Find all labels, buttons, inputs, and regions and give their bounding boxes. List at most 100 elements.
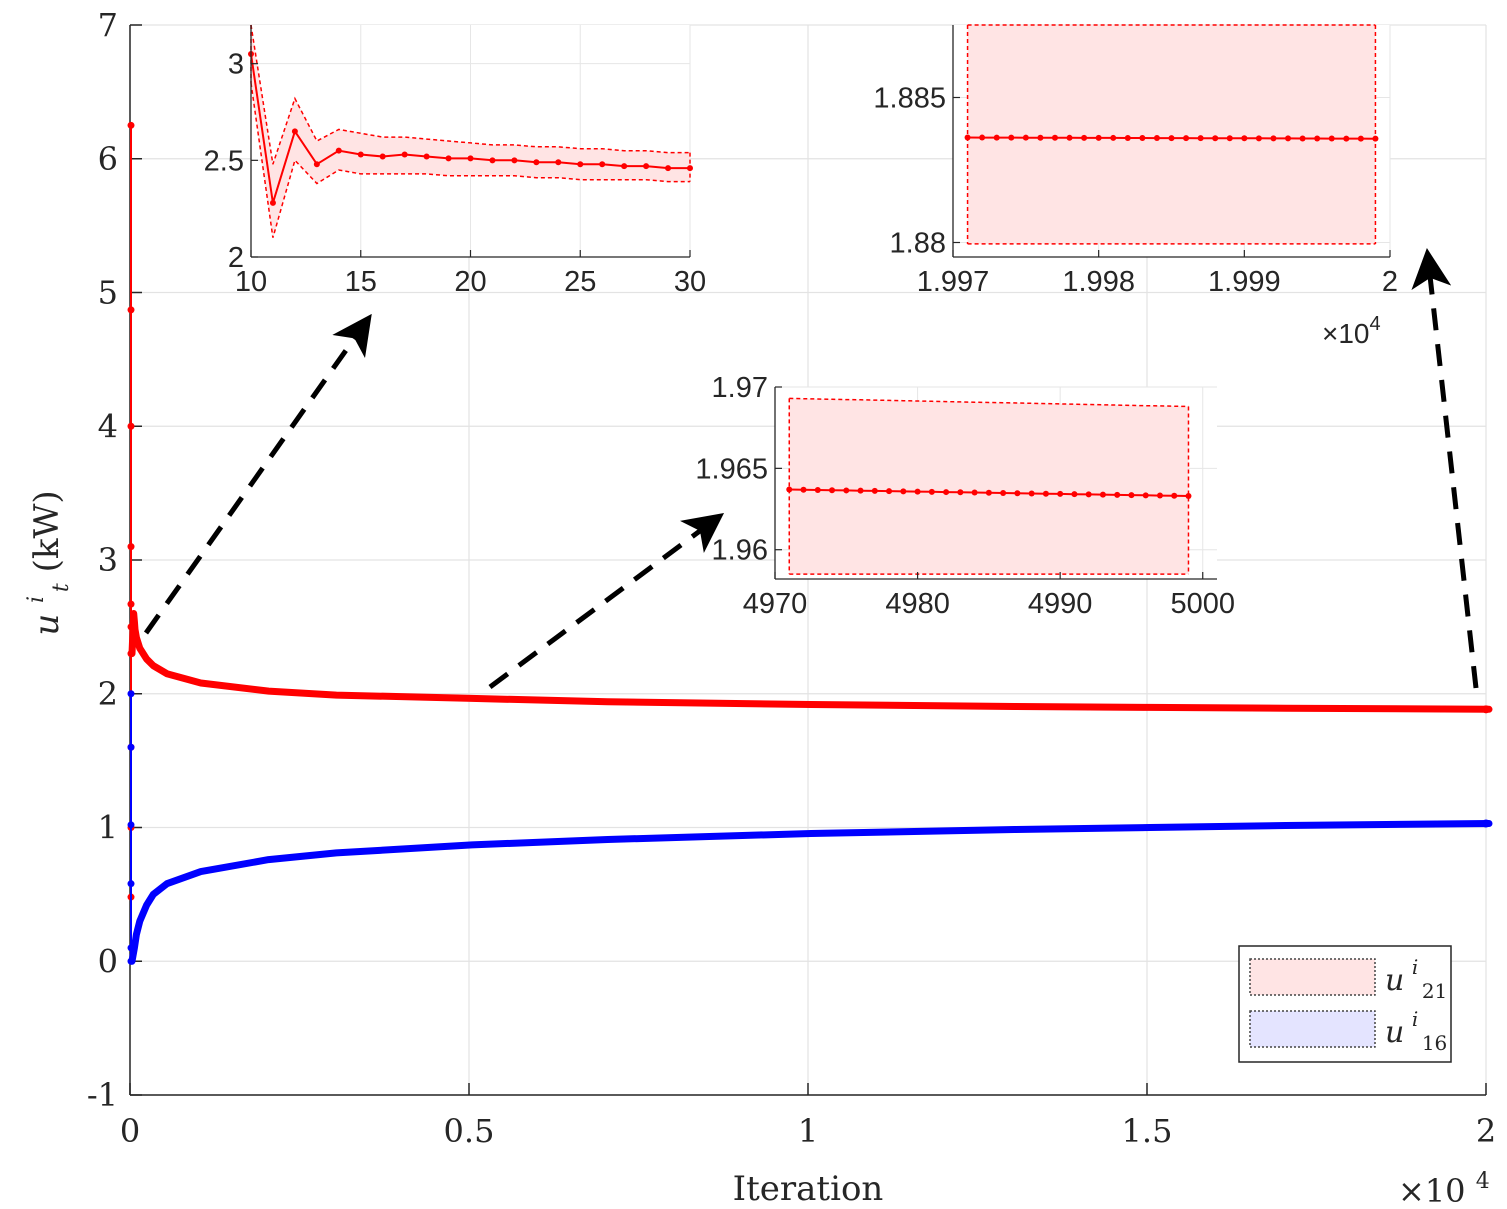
inset-mid-point-20 bbox=[1071, 491, 1078, 498]
inset-mid-x-tick-label-0: 4970 bbox=[743, 588, 808, 620]
inset-late-point-19 bbox=[1241, 135, 1248, 142]
inset-mid-point-28 bbox=[1185, 493, 1192, 500]
inset-late-x-tick-label-2: 1.999 bbox=[1208, 266, 1281, 298]
series-marker-u21-4 bbox=[127, 600, 135, 608]
y-label-sup: i bbox=[24, 596, 49, 603]
y-label-unit: (kW) bbox=[27, 490, 67, 572]
inset-early-upper-bound bbox=[250, 24, 690, 165]
inset-early-point-2 bbox=[291, 128, 298, 135]
y-tick-label-6: 5 bbox=[98, 274, 118, 312]
inset-late-point-6 bbox=[1051, 134, 1058, 141]
inset-mid-point-18 bbox=[1042, 490, 1049, 497]
inset-late-point-23 bbox=[1299, 135, 1306, 142]
inset-early-point-14 bbox=[555, 159, 562, 166]
inset-late-point-0 bbox=[964, 134, 971, 141]
inset-early-x-tick-label-3: 25 bbox=[564, 266, 596, 298]
svg-text:×10 4: ×10 4 bbox=[1398, 1169, 1490, 1209]
inset-mid-point-22 bbox=[1099, 491, 1106, 498]
x-tick-label-4: 2 bbox=[1476, 1112, 1496, 1150]
series-marker-u16-4 bbox=[127, 944, 135, 952]
inset-late-point-7 bbox=[1066, 134, 1073, 141]
inset-late-point-18 bbox=[1226, 135, 1233, 142]
x-axis-label: Iteration bbox=[733, 1169, 884, 1209]
inset-mid-point-24 bbox=[1128, 492, 1135, 499]
inset-early-point-6 bbox=[379, 153, 386, 160]
inset-late-point-14 bbox=[1168, 135, 1175, 142]
x-multiplier: ×10 4 bbox=[1398, 1169, 1490, 1209]
inset-late-point-4 bbox=[1022, 134, 1029, 141]
inset-late-x-tick-label-1: 1.998 bbox=[1062, 266, 1135, 298]
inset-early-point-18 bbox=[643, 163, 650, 170]
inset-mid-point-1 bbox=[800, 486, 807, 493]
inset-mid-point-9 bbox=[914, 488, 921, 495]
inset-early-x-tick-label-0: 10 bbox=[235, 266, 267, 298]
inset-late-point-22 bbox=[1285, 135, 1292, 142]
series-marker-u16-0 bbox=[127, 690, 135, 698]
inset-mid-y-tick-label-0: 1.96 bbox=[712, 535, 768, 567]
inset-early-point-1 bbox=[269, 199, 276, 206]
inset-early-point-11 bbox=[489, 157, 496, 164]
y-tick-label-4: 3 bbox=[98, 541, 118, 579]
main-series bbox=[127, 121, 1493, 965]
y-tick-label-2: 1 bbox=[98, 809, 118, 847]
inset-early-point-12 bbox=[511, 157, 518, 164]
inset-mid-point-5 bbox=[857, 487, 864, 494]
series-line-u16 bbox=[128, 820, 1493, 965]
inset-late-point-26 bbox=[1343, 135, 1350, 142]
inset-mid-point-19 bbox=[1057, 490, 1064, 497]
y-label-base: u bbox=[27, 614, 67, 636]
inset-mid-point-13 bbox=[971, 489, 978, 496]
inset-late: 1.997 1.998 1.999 2 1.88 1.885 ×104 bbox=[873, 24, 1398, 349]
y-tick-label-5: 4 bbox=[98, 407, 118, 445]
inset-early-band bbox=[251, 25, 690, 238]
inset-late-point-20 bbox=[1255, 135, 1262, 142]
inset-late-point-9 bbox=[1095, 134, 1102, 141]
x-tick-label-0: 0 bbox=[120, 1112, 140, 1150]
inset-early-point-15 bbox=[577, 161, 584, 168]
inset-late-x-tick-label-3: 2 bbox=[1382, 266, 1398, 298]
inset-mid-point-0 bbox=[786, 486, 793, 493]
arrow-to-late-inset bbox=[1411, 248, 1479, 689]
inset-early-y-tick-label-2: 3 bbox=[228, 49, 244, 81]
series-marker-u16-3 bbox=[127, 880, 135, 888]
series-marker-u16-1 bbox=[127, 743, 135, 751]
x-tick-label-1: 0.5 bbox=[444, 1112, 495, 1150]
legend-label-u21: u i 21 bbox=[1385, 947, 1447, 1003]
y-tick-label-0: -1 bbox=[87, 1076, 118, 1114]
inset-mid-point-12 bbox=[957, 489, 964, 496]
series-marker-u21-1 bbox=[127, 306, 135, 314]
arrow-to-early-inset bbox=[143, 313, 372, 635]
inset-mid-x-tick-label-1: 4980 bbox=[885, 588, 950, 620]
legend: u i 21 u i 16 bbox=[1238, 945, 1452, 1063]
inset-early-point-16 bbox=[599, 161, 606, 168]
inset-mid-point-7 bbox=[886, 488, 893, 495]
inset-late-point-12 bbox=[1139, 135, 1146, 142]
inset-early-point-7 bbox=[401, 151, 408, 158]
series-marker-u21-5 bbox=[127, 623, 135, 631]
inset-late-point-1 bbox=[979, 134, 986, 141]
x-multiplier-exp: 4 bbox=[1476, 1169, 1490, 1194]
legend-swatch-u21 bbox=[1249, 958, 1376, 996]
y-tick-label-1: 0 bbox=[98, 942, 118, 980]
inset-mid-point-8 bbox=[900, 488, 907, 495]
inset-early-point-13 bbox=[533, 159, 540, 166]
inset-mid-point-10 bbox=[928, 488, 935, 495]
x-tick-label-3: 1.5 bbox=[1122, 1112, 1173, 1150]
inset-mid-point-27 bbox=[1171, 492, 1178, 499]
inset-mid-point-15 bbox=[1000, 489, 1007, 496]
inset-mid-point-4 bbox=[843, 487, 850, 494]
inset-mid-point-3 bbox=[829, 487, 836, 494]
inset-early-x-tick-label-1: 15 bbox=[345, 266, 377, 298]
inset-late-x-tick-label-0: 1.997 bbox=[917, 266, 990, 298]
inset-late-point-24 bbox=[1314, 135, 1321, 142]
zoom-arrows bbox=[143, 248, 1479, 690]
inset-late-x-multiplier-exp: 4 bbox=[1370, 313, 1381, 335]
legend-label-u16: u i 16 bbox=[1385, 999, 1447, 1055]
insets: 10 15 20 25 30 2 2.5 3 1.997 1.998 1.999 2 1.88 1.885… bbox=[204, 24, 1398, 620]
inset-mid-point-21 bbox=[1085, 491, 1092, 498]
series-marker-u21-3 bbox=[127, 543, 135, 551]
series-end-marker-u16 bbox=[1482, 819, 1490, 828]
series-end-marker-u21 bbox=[1482, 705, 1490, 714]
inset-mid-point-2 bbox=[814, 486, 821, 493]
